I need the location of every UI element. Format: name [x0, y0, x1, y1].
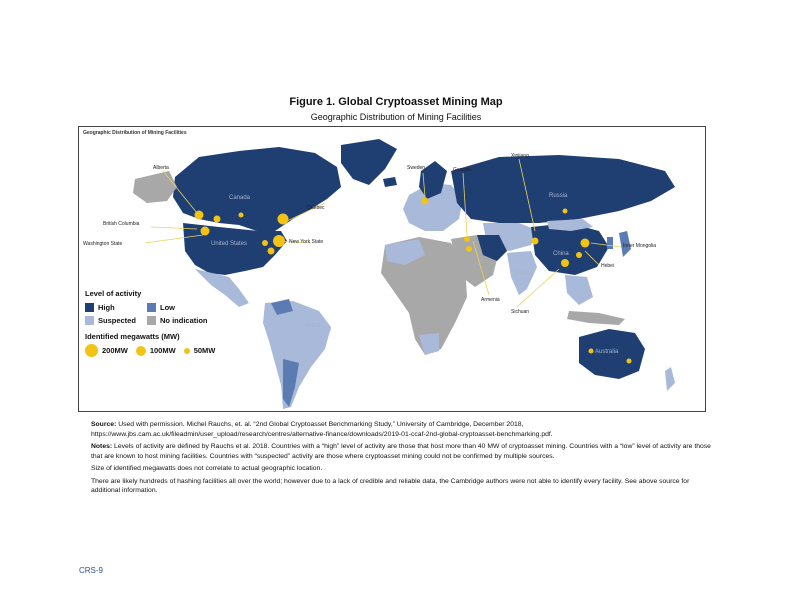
page-number: CRS-9 [79, 566, 104, 575]
mining-dot [588, 348, 594, 354]
south-africa-shape [419, 333, 439, 355]
brazil-shape [287, 309, 331, 355]
map-heading: Geographic Distribution of Mining Facili… [83, 130, 187, 136]
callout-sichuan: Sichuan [511, 309, 530, 315]
legend-mw-200: 200MW [85, 344, 128, 357]
label-canada: Canada [229, 195, 251, 201]
argentina-shape [283, 359, 299, 407]
mw-50-dot [183, 347, 190, 354]
mw-200-dot [85, 344, 98, 357]
india-shape [507, 251, 537, 295]
label-china: China [553, 251, 569, 257]
mining-map: Geographic Distribution of Mining Facili… [78, 126, 706, 412]
label-australia: Australia [595, 349, 619, 355]
label-russia: Russia [549, 193, 568, 199]
callout-xinjiang: Xinjiang [511, 153, 529, 159]
low-swatch [147, 303, 156, 312]
greenland-shape [341, 139, 397, 185]
mw-100-dot [135, 345, 146, 356]
notes-label: Notes: [91, 443, 113, 450]
callout-georgia: Georgia [453, 167, 471, 173]
mongolia-shape [547, 219, 593, 231]
scandinavia-shape [419, 161, 447, 199]
southeast-asia-shape [565, 275, 593, 305]
mining-dot [561, 259, 569, 267]
source-text: Used with permission. Michel Rauchs, et.… [91, 421, 553, 438]
new-zealand-shape [665, 367, 675, 391]
callout-lines [144, 158, 622, 308]
legend-activity-title: Level of activity [85, 289, 142, 298]
mining-dot [464, 236, 470, 242]
mining-dot [576, 252, 582, 258]
mining-dot [421, 197, 429, 205]
legend-mw-100: 100MW [135, 345, 176, 356]
callout-british-columbia: British Columbia [103, 221, 140, 227]
hashing-note: There are likely hundreds of hashing fac… [91, 477, 690, 495]
callout-quebec: Quebec [307, 205, 325, 211]
callout-washington-state: Washington State [83, 241, 123, 247]
mining-dot [262, 240, 268, 246]
high-swatch [85, 303, 94, 312]
legend-suspected: Suspected [85, 316, 147, 325]
mining-dot [466, 246, 472, 252]
iceland-shape [383, 177, 397, 187]
indonesia-shape [567, 311, 625, 325]
china-shape [531, 223, 609, 275]
mining-dot [213, 215, 221, 223]
size-note: Size of identified megawatts does not co… [91, 465, 323, 472]
label-india: India [515, 271, 529, 277]
source-note: Source: Used with permission. Michel Rau… [91, 420, 711, 439]
russia-shape [451, 155, 675, 223]
callout-armenia: Armenia [481, 297, 500, 303]
figure-notes: Source: Used with permission. Michel Rau… [91, 420, 711, 499]
australia-shape [579, 329, 645, 379]
figure-title: Figure 1. Global Cryptoasset Mining Map [289, 96, 503, 108]
callout-hebei: Hebei [601, 263, 615, 269]
legend-no-indication: No indication [147, 316, 227, 325]
mexico-shape [195, 269, 249, 307]
venezuela-shape [271, 299, 293, 315]
world-map-graphic [133, 139, 675, 409]
notes-text: Levels of activity are defined by Rauchs… [91, 443, 711, 460]
mining-dot [277, 213, 289, 225]
callout-inner-mongolia: Inner Mongolia [623, 243, 657, 249]
mining-dot [626, 358, 632, 364]
mining-dot [531, 237, 539, 245]
mining-dot [200, 226, 210, 236]
canada-shape [173, 147, 341, 231]
europe-shape [403, 183, 463, 231]
africa-shape [381, 237, 467, 355]
legend-mw-50: 50MW [183, 346, 215, 355]
japan-shape [619, 231, 631, 257]
map-legend: Level of activity High Low Suspected No … [85, 289, 245, 357]
mining-dot [267, 247, 275, 255]
no-indication-swatch [147, 316, 156, 325]
callout-alberta: Alberta [153, 165, 169, 171]
korea-shape [607, 237, 613, 249]
label-united-states: United States [211, 241, 248, 247]
legend-low: Low [147, 303, 209, 312]
mining-dot [194, 210, 204, 220]
mining-dot [562, 208, 568, 214]
alaska-shape [133, 171, 177, 203]
callout-sweden: Sweden [407, 165, 426, 171]
mining-dot [580, 238, 590, 248]
north-africa-shape [385, 239, 425, 265]
legend-high: High [85, 303, 147, 312]
usa-shape [183, 223, 287, 275]
callout-new-york-state: New York State [289, 239, 324, 245]
mining-dots [194, 197, 632, 364]
source-label: Source: [91, 421, 117, 428]
figure-subtitle: Geographic Distribution of Mining Facili… [310, 112, 482, 122]
notes-paragraph: Notes: Levels of activity are defined by… [91, 442, 711, 461]
suspected-swatch [85, 316, 94, 325]
legend-mw-title: Identified megawatts (MW) [85, 332, 180, 341]
mining-dot [238, 212, 244, 218]
mining-dot [273, 235, 285, 247]
label-brazil: Brazil [305, 323, 321, 329]
iran-shape [477, 235, 507, 261]
